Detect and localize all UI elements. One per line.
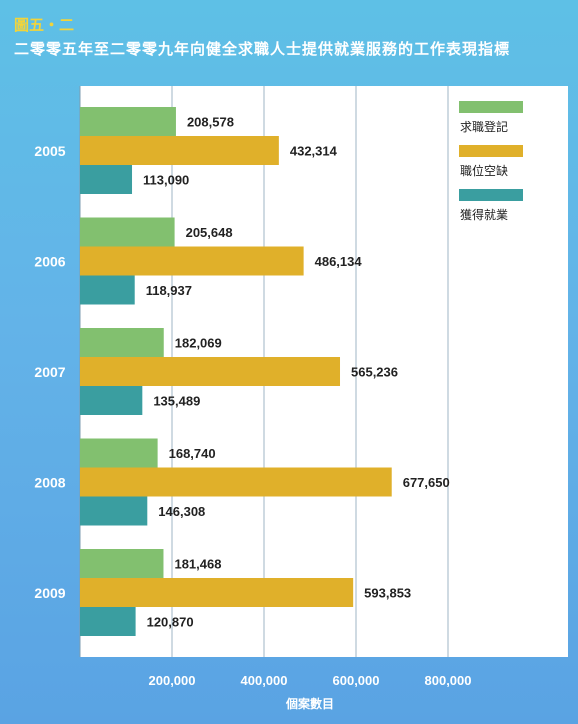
- data-label: 208,578: [187, 115, 234, 130]
- data-label: 205,648: [186, 225, 233, 240]
- legend-swatch: [459, 189, 523, 201]
- bar: [80, 386, 143, 415]
- x-tick-label: 400,000: [241, 673, 288, 688]
- data-label: 432,314: [290, 144, 338, 159]
- x-tick-label: 600,000: [333, 673, 380, 688]
- category-label: 2008: [34, 475, 65, 491]
- bar: [80, 467, 392, 497]
- legend-swatch: [459, 145, 523, 157]
- category-label: 2006: [34, 254, 65, 270]
- bar: [80, 328, 164, 357]
- category-label: 2007: [34, 364, 65, 380]
- data-label: 146,308: [158, 504, 205, 519]
- category-label: 2009: [34, 585, 65, 601]
- category-label: 2005: [34, 143, 65, 159]
- data-label: 181,468: [174, 557, 221, 572]
- figure-label: 圖五・二: [14, 17, 75, 34]
- data-label: 677,650: [403, 475, 450, 490]
- bar: [80, 246, 304, 276]
- bar: [80, 136, 279, 165]
- data-label: 486,134: [315, 254, 363, 269]
- legend-swatch: [459, 101, 523, 113]
- data-label: 168,740: [169, 446, 216, 461]
- figure-title: 二零零五年至二零零九年向健全求職人士提供就業服務的工作表現指標: [14, 41, 511, 58]
- data-label: 565,236: [351, 365, 398, 380]
- legend-label: 職位空缺: [460, 163, 508, 178]
- data-label: 135,489: [153, 394, 200, 409]
- bar: [80, 578, 354, 607]
- bar: [80, 549, 164, 578]
- data-label: 118,937: [146, 283, 192, 298]
- bar: [80, 275, 135, 305]
- legend-label: 求職登記: [460, 119, 508, 134]
- bar: [80, 357, 341, 386]
- bar: [80, 165, 133, 194]
- bar: [80, 496, 148, 526]
- data-label: 120,870: [147, 615, 194, 630]
- x-axis-title: 個案數目: [285, 696, 334, 711]
- bar: [80, 217, 175, 247]
- x-tick-label: 800,000: [425, 673, 472, 688]
- bar: [80, 607, 136, 636]
- bar: [80, 438, 158, 468]
- data-label: 182,069: [175, 336, 222, 351]
- bar: [80, 107, 176, 136]
- legend-label: 獲得就業: [460, 207, 508, 222]
- data-label: 113,090: [143, 173, 189, 188]
- x-tick-label: 200,000: [149, 673, 196, 688]
- data-label: 593,853: [364, 586, 411, 601]
